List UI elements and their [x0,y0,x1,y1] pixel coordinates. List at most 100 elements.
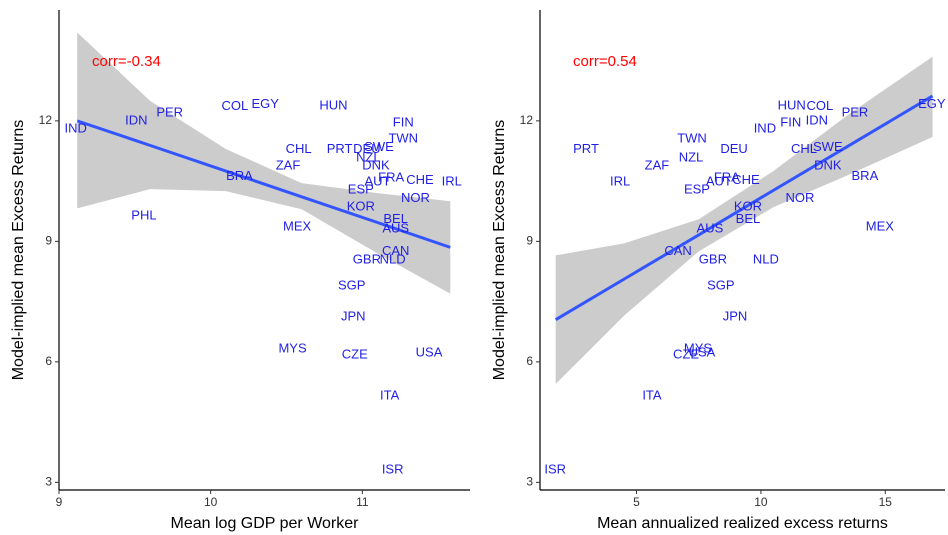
point-label: BRA [226,168,253,183]
y-axis-label: Model-implied mean Excess Returns [491,120,508,381]
point-label: FIN [780,114,801,129]
point-label: USA [689,344,716,359]
point-label: PHL [131,207,156,222]
point-label: MEX [866,218,895,233]
point-label: PER [842,104,869,119]
point-label: SGP [338,277,365,292]
point-label: EGY [252,96,280,111]
point-label: ESP [348,181,374,196]
point-label: PRT [327,141,353,156]
point-label: IND [64,120,86,135]
point-label: CHL [791,141,817,156]
point-label: CAN [664,243,691,258]
x-tick-label: 5 [633,495,640,509]
point-label: ISR [544,461,566,476]
point-label: CZE [342,346,368,361]
point-label: CHE [406,172,434,187]
x-axis-label: Mean log GDP per Worker [171,515,360,532]
x-tick-label: 9 [56,495,63,509]
point-label: KOR [347,198,375,213]
panel: 9 10 11 3 6 9 12 Mean log GDP per Worker Model-i… [10,10,470,532]
y-tick-label: 9 [526,234,533,248]
point-label: EGY [918,96,946,111]
point-label: SWE [813,139,843,154]
point-label: NOR [786,190,815,205]
y-tick-label: 12 [39,113,53,127]
point-label: IRL [610,173,630,188]
point-label: ZAF [276,157,301,172]
point-label: ESP [684,181,710,196]
point-label: NZL [679,149,704,164]
y-tick-label: 6 [45,354,52,368]
point-label: IRL [442,173,462,188]
panel: 5 10 15 3 6 9 12 Mean annualized realized exces… [491,10,946,532]
point-label: NZL [356,149,381,164]
annotation: corr=-0.34 [92,53,161,70]
x-tick-label: 10 [204,495,218,509]
point-label: HUN [319,97,347,112]
point-label: BEL [736,211,761,226]
point-label: PER [156,104,183,119]
confidence-band [555,56,933,384]
point-label: DEU [720,141,747,156]
point-label: KOR [734,198,762,213]
point-label: ZAF [645,157,670,172]
x-tick-label: 10 [754,495,768,509]
fit-line [554,94,934,321]
point-label: FRA [378,169,404,184]
point-label: AUS [697,220,724,235]
point-label: JPN [341,308,366,323]
confidence-band [77,32,451,294]
point-label: TWN [388,130,418,145]
point-label: IND [754,120,776,135]
point-label: BEL [383,211,408,226]
point-label: SGP [707,277,734,292]
point-label: ISR [382,461,404,476]
point-label: AUS [382,220,409,235]
point-label: CHL [286,141,312,156]
point-label: DNK [362,157,390,172]
x-tick-label: 11 [356,495,369,509]
point-label: DNK [814,157,842,172]
point-label: AUT [706,173,732,188]
point-label: MEX [283,218,312,233]
point-label: USA [416,344,443,359]
point-label: FIN [393,114,414,129]
point-label: NLD [753,251,779,266]
y-tick-label: 3 [526,475,533,489]
point-label: DEU [353,141,380,156]
point-label: IDN [806,112,828,127]
point-label: SWE [364,139,394,154]
point-label: BRA [852,168,879,183]
point-label: IDN [125,112,147,127]
point-label: JPN [723,308,748,323]
point-label: FRA [714,169,740,184]
y-axis-label: Model-implied mean Excess Returns [10,120,27,381]
x-tick-label: 15 [879,495,893,509]
point-label: AUT [364,173,390,188]
y-tick-label: 3 [45,475,52,489]
x-axis-label: Mean annualized realized excess returns [597,515,888,532]
point-label: PRT [573,141,599,156]
point-label: CHE [732,172,760,187]
point-label: COL [807,98,834,113]
point-label: ITA [642,387,662,402]
y-tick-label: 12 [520,113,534,127]
point-label: TWN [677,130,707,145]
y-tick-label: 9 [45,234,52,248]
point-label: ITA [380,387,400,402]
annotation: corr=0.54 [573,53,637,70]
point-label: NLD [380,251,406,266]
point-label: NOR [401,190,430,205]
point-label: HUN [778,97,806,112]
point-label: CAN [382,243,409,258]
point-label: MYS [278,340,307,355]
fit-line [76,119,451,249]
point-label: MYS [684,340,713,355]
point-label: GBR [699,251,727,266]
point-label: GBR [353,251,381,266]
point-label: CZE [673,346,699,361]
y-tick-label: 6 [526,354,533,368]
point-label: COL [222,98,249,113]
